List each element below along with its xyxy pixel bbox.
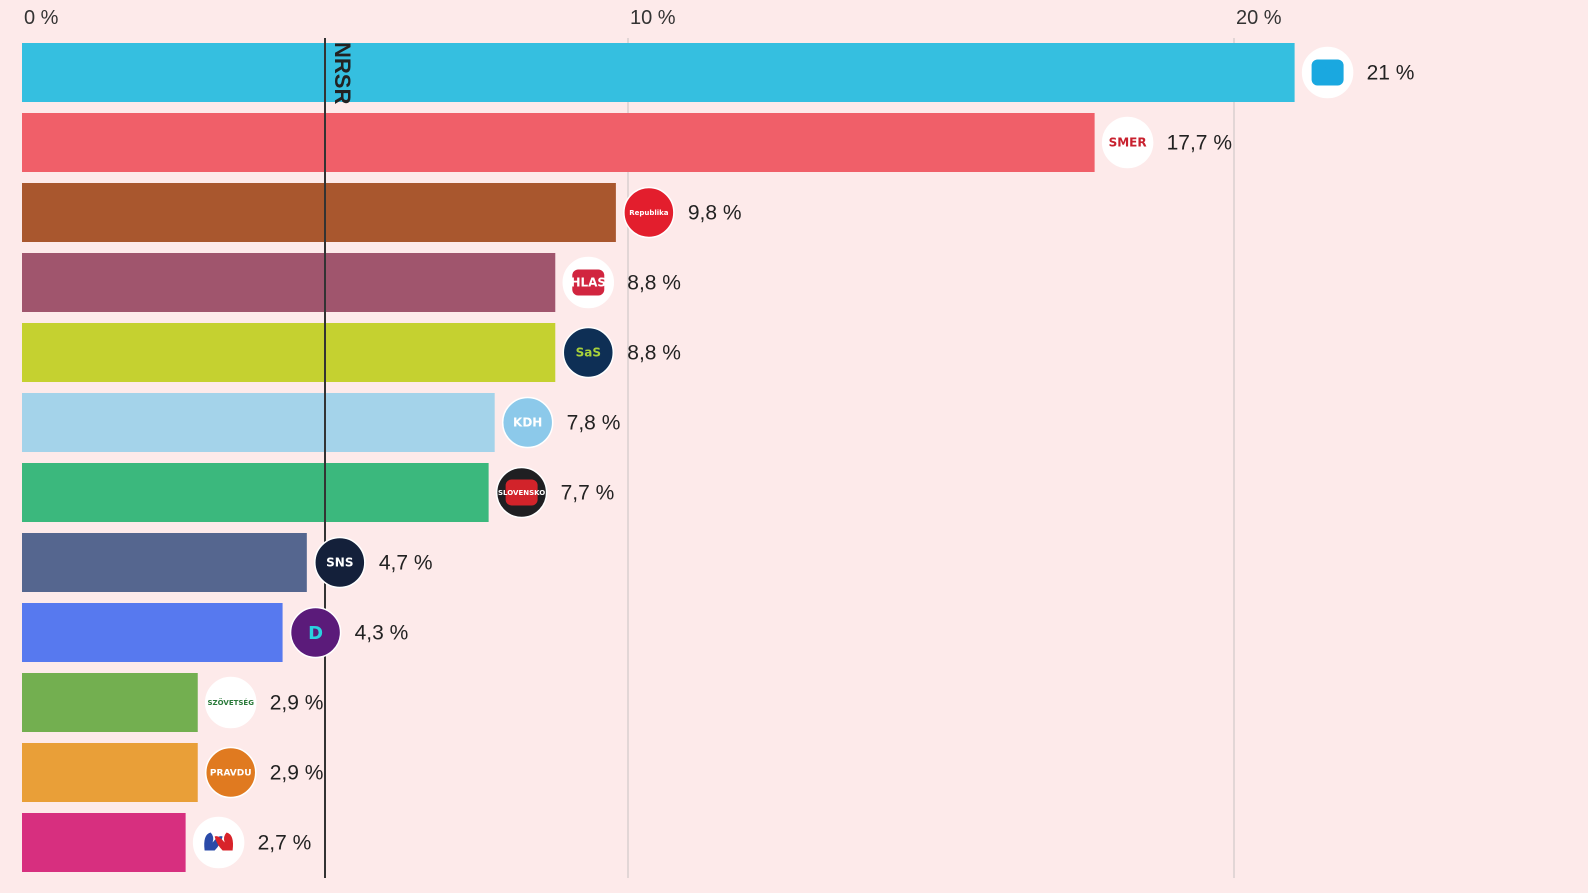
party-logo-smer: SMER (1101, 116, 1154, 169)
value-label: 2,7 % (258, 832, 312, 855)
bar (22, 323, 556, 382)
party-logo-sz-vets-g: SZÖVETSÉG (204, 676, 257, 729)
party-logos: PS SMER Republika HLAS SaS KDH SLOVENSKO SNS D SZ… (192, 46, 1354, 869)
value-label: 21 % (1367, 62, 1415, 85)
bar (22, 813, 186, 872)
threshold-label: NRSR (330, 42, 355, 104)
party-logo-pr-vo-a-spravodlivos-: PRAVDU (204, 746, 257, 799)
value-label: 4,7 % (379, 552, 433, 575)
party-logo-sas: SaS (562, 326, 615, 379)
logo-text: SNS (326, 556, 353, 570)
value-label: 2,9 % (270, 692, 324, 715)
bar (22, 463, 489, 522)
hands-icon (192, 816, 245, 869)
value-label: 7,7 % (561, 482, 615, 505)
party-logo-demokrati: D (289, 606, 342, 659)
x-tick-label: 0 % (24, 7, 59, 29)
bar (22, 533, 307, 592)
bar (22, 673, 198, 732)
bar (22, 183, 616, 242)
logo-text: PS (1315, 63, 1341, 84)
party-logo-kdh: KDH (501, 396, 554, 449)
x-tick-label: 20 % (1236, 7, 1282, 29)
party-logo-hnutie-slovensko: SLOVENSKO (495, 466, 548, 519)
bars (22, 43, 1295, 872)
bar (22, 43, 1295, 102)
value-label: 8,8 % (627, 272, 681, 295)
logo-text: HLAS (570, 276, 606, 290)
grid-lines (627, 38, 1235, 878)
bar (22, 743, 198, 802)
value-label: 8,8 % (627, 342, 681, 365)
logo-text: KDH (513, 416, 542, 430)
logo-text: SLOVENSKO (498, 489, 545, 497)
x-axis-ticks: 0 % 10 % 20 % (24, 7, 1282, 29)
logo-text: SZÖVETSÉG (208, 698, 255, 707)
value-label: 2,9 % (270, 762, 324, 785)
party-logo-republika: Republika (623, 186, 675, 239)
party-logo-hlas: HLAS (562, 256, 615, 309)
logo-text: Republika (629, 209, 669, 217)
logo-text: D (308, 623, 323, 644)
x-tick-label: 10 % (630, 7, 676, 29)
logo-text: SMER (1109, 136, 1147, 150)
value-label: 4,3 % (355, 622, 409, 645)
bar (22, 393, 495, 452)
logo-text: PRAVDU (210, 769, 252, 779)
bar (22, 113, 1095, 172)
logo-text: SaS (576, 346, 601, 360)
party-logo-ps: PS (1301, 46, 1354, 99)
value-label: 9,8 % (688, 202, 742, 225)
bar (22, 253, 556, 312)
threshold-marker: NRSR (324, 38, 355, 878)
bar (22, 603, 283, 662)
value-label: 17,7 % (1167, 132, 1232, 155)
party-logo-sns: SNS (314, 536, 366, 589)
value-labels: 21 % 17,7 % 9,8 % 8,8 % 8,8 % 7,8 % 7,7 % 4,7 %… (258, 62, 1415, 855)
value-label: 7,8 % (567, 412, 621, 435)
